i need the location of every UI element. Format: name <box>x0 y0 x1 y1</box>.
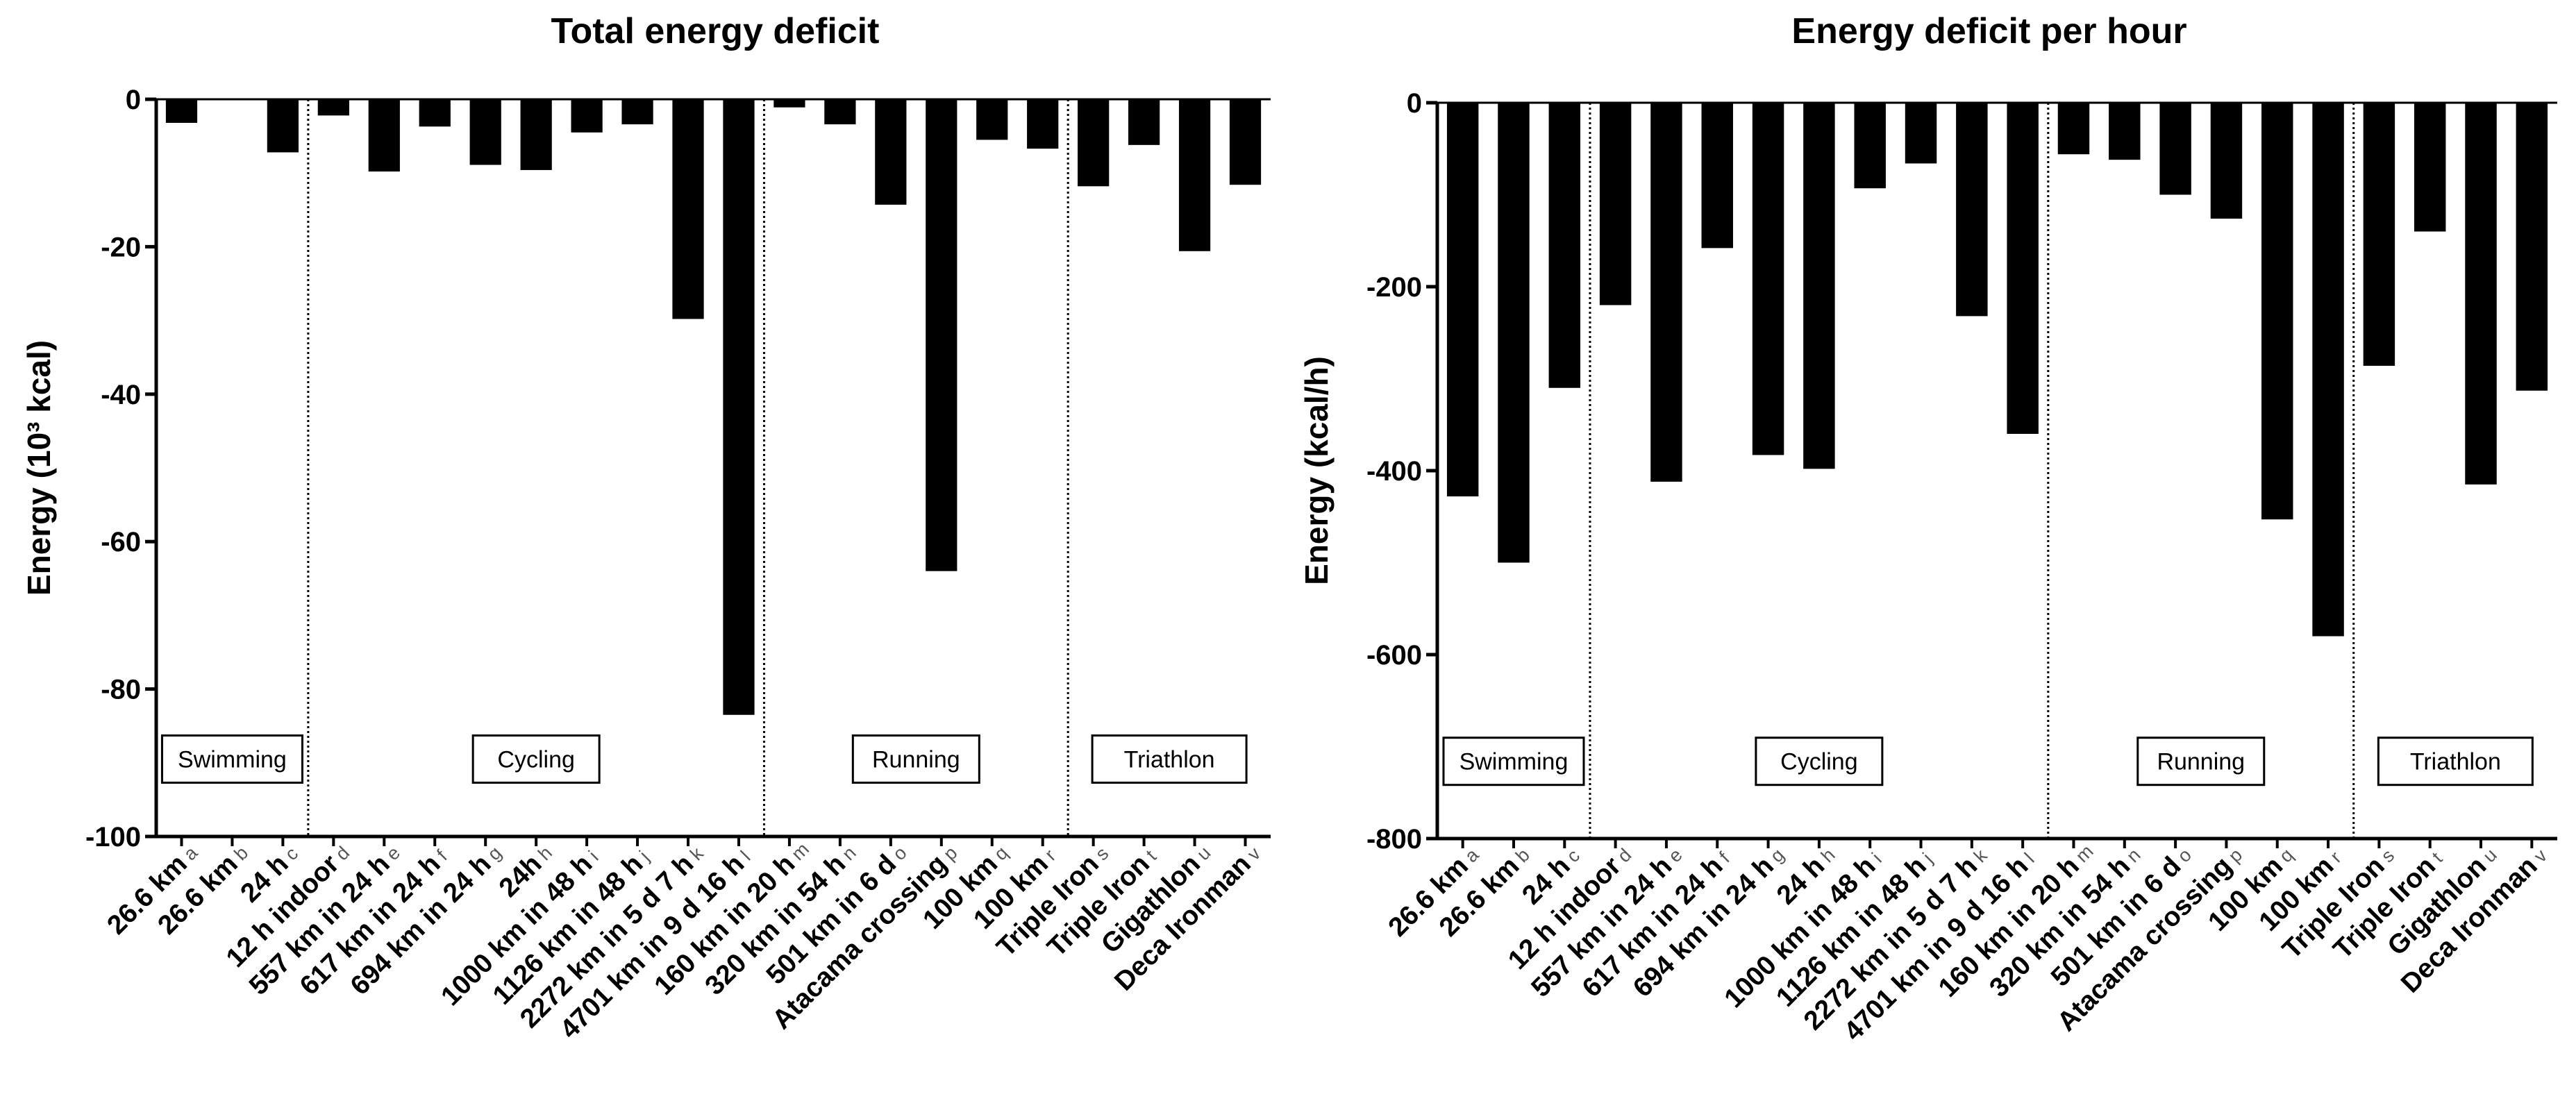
group-label-text: Cycling <box>1780 749 1857 775</box>
chart1-bar-19 <box>1078 99 1110 187</box>
chart1-bar-12 <box>723 99 755 715</box>
chart1-group-label-swimming: Swimming <box>160 734 303 784</box>
chart2-ytick-label: 0 <box>1407 88 1422 119</box>
group-label-box <box>2377 737 2534 787</box>
chart1-bar-5 <box>368 99 400 172</box>
chart2-bar-15 <box>2159 103 2191 195</box>
group-label-box <box>471 734 601 784</box>
chart1-bar-4 <box>317 99 349 116</box>
group-label-text: Swimming <box>1460 749 1569 775</box>
chart2-ytick-label: -800 <box>1366 824 1422 855</box>
chart1-bar-14 <box>824 99 856 125</box>
chart1-ytick-label: 0 <box>126 85 141 115</box>
chart2-bar-1 <box>1446 103 1479 497</box>
chart2-bar-8 <box>1803 103 1835 469</box>
chart1-bar-1 <box>165 99 198 123</box>
group-label-text: Running <box>872 746 960 773</box>
chart1-ytick-label: -20 <box>101 232 141 262</box>
group-label-box <box>1091 734 1248 784</box>
chart2-bar-21 <box>2465 103 2497 485</box>
group-label-box <box>1442 737 1585 787</box>
chart2-group-label-triathlon: Triathlon <box>2377 737 2534 787</box>
chart2-bar-14 <box>2109 103 2141 160</box>
chart2-bar-2 <box>1498 103 1530 563</box>
chart2-group-label-running: Running <box>2136 737 2266 787</box>
chart2-bar-6 <box>1701 103 1733 249</box>
chart1-ytick-label: -60 <box>101 527 141 557</box>
chart2-bar-18 <box>2312 103 2344 637</box>
chart2-bar-5 <box>1650 103 1682 482</box>
chart2-group-label-swimming: Swimming <box>1442 737 1585 787</box>
chart2: Energy deficit per hour Energy (kcal/h) Sw… <box>1298 11 2557 1047</box>
chart1-ylabel: Energy (10³ kcal) <box>21 340 57 596</box>
chart1-bar-11 <box>672 99 704 319</box>
chart2-bar-20 <box>2414 103 2446 232</box>
chart2-bar-22 <box>2516 103 2548 391</box>
chart1-bar-20 <box>1128 99 1160 145</box>
chart1-group-label-cycling: Cycling <box>471 734 601 784</box>
chart1-bar-18 <box>1027 99 1059 149</box>
chart1-title: Total energy deficit <box>551 11 880 51</box>
chart1-bar-16 <box>926 99 957 571</box>
chart1-bar-3 <box>267 99 299 153</box>
chart2-bar-3 <box>1548 103 1581 388</box>
chart1: Total energy deficit Energy (10³ kcal) Swi… <box>21 11 1271 1045</box>
chart2-ylabel: Energy (kcal/h) <box>1298 356 1335 585</box>
group-label-text: Triathlon <box>1124 746 1215 773</box>
group-label-box <box>2136 737 2266 787</box>
group-label-box <box>1755 737 1884 787</box>
chart2-bar-7 <box>1752 103 1784 455</box>
chart1-bar-10 <box>621 99 653 125</box>
group-label-text: Swimming <box>178 746 287 773</box>
chart1-bar-13 <box>773 99 805 108</box>
chart1-ytick-label: -100 <box>85 822 141 852</box>
chart1-bar-9 <box>571 99 603 133</box>
chart2-group-label-cycling: Cycling <box>1755 737 1884 787</box>
chart2-ytick-label: -600 <box>1366 640 1422 671</box>
chart1-group-label-triathlon: Triathlon <box>1091 734 1248 784</box>
chart2-bar-11 <box>1956 103 1988 317</box>
chart1-bar-17 <box>976 99 1008 140</box>
chart1-bar-21 <box>1178 99 1211 251</box>
chart1-ytick-label: -80 <box>101 675 141 705</box>
chart2-bar-17 <box>2261 103 2293 520</box>
chart1-group-label-running: Running <box>851 734 980 784</box>
chart2-bar-9 <box>1854 103 1886 189</box>
chart1-bar-15 <box>875 99 907 205</box>
chart2-bar-19 <box>2363 103 2395 366</box>
group-label-text: Cycling <box>497 746 574 773</box>
group-label-text: Running <box>2157 749 2245 775</box>
chart1-bar-22 <box>1229 99 1262 185</box>
chart1-bar-8 <box>520 99 552 170</box>
chart1-bar-7 <box>469 99 501 165</box>
chart2-title: Energy deficit per hour <box>1791 11 2186 51</box>
chart2-ytick-label: -400 <box>1366 456 1422 487</box>
chart2-bar-10 <box>1905 103 1937 164</box>
group-label-box <box>851 734 980 784</box>
chart2-bar-13 <box>2057 103 2090 155</box>
chart2-bar-4 <box>1599 103 1632 305</box>
chart1-bar-6 <box>419 99 451 127</box>
chart1-ytick-label: -40 <box>101 380 141 410</box>
chart2-bar-16 <box>2210 103 2243 219</box>
chart2-ytick-label: -200 <box>1366 272 1422 303</box>
group-label-text: Triathlon <box>2410 749 2501 775</box>
chart2-bar-12 <box>2007 103 2039 434</box>
group-label-box <box>160 734 303 784</box>
